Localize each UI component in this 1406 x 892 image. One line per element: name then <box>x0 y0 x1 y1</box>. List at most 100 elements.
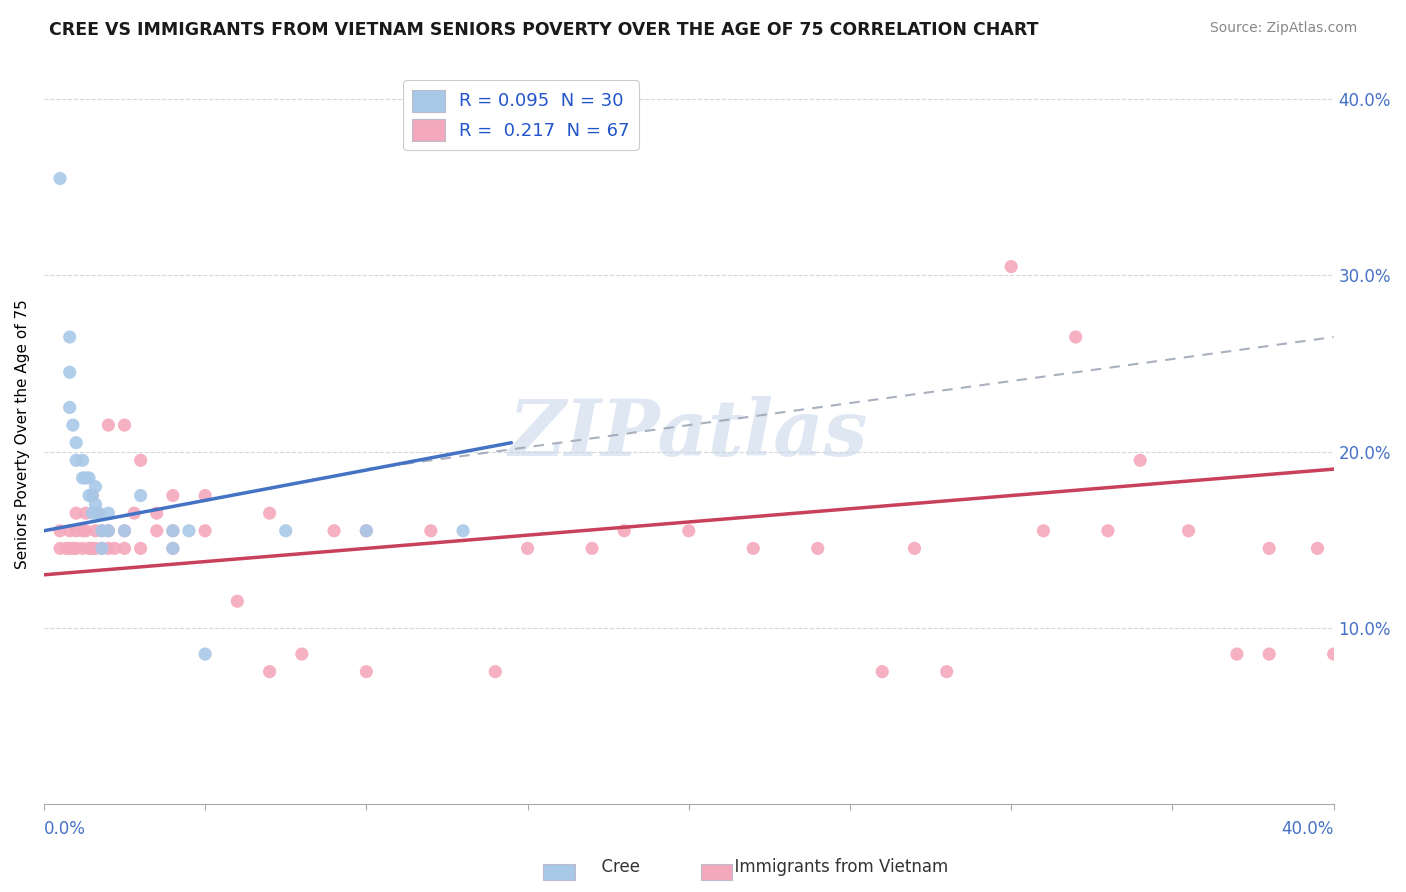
Point <box>1226 647 1249 661</box>
Point <box>129 489 152 503</box>
Point <box>484 665 506 679</box>
Point <box>90 524 112 538</box>
Point <box>77 489 100 503</box>
Point <box>162 524 184 538</box>
Text: Immigrants from Vietnam: Immigrants from Vietnam <box>724 858 948 876</box>
Point <box>62 418 84 433</box>
Point <box>49 541 72 556</box>
Point <box>259 665 281 679</box>
Point <box>65 506 87 520</box>
Point <box>65 541 87 556</box>
Point <box>1129 453 1152 467</box>
Point <box>114 524 136 538</box>
Point <box>162 524 184 538</box>
Point <box>77 541 100 556</box>
Point <box>84 480 107 494</box>
Y-axis label: Seniors Poverty Over the Age of 75: Seniors Poverty Over the Age of 75 <box>15 299 30 569</box>
Point <box>419 524 441 538</box>
Point <box>59 401 82 415</box>
Point <box>129 453 152 467</box>
Point <box>226 594 249 608</box>
Point <box>1000 260 1022 274</box>
Point <box>75 471 97 485</box>
Point <box>356 524 378 538</box>
Point <box>1258 541 1281 556</box>
Point <box>1306 541 1329 556</box>
Point <box>291 647 314 661</box>
Point <box>55 541 77 556</box>
Point <box>65 524 87 538</box>
Point <box>90 541 112 556</box>
Point <box>114 418 136 433</box>
Point <box>104 541 127 556</box>
Point <box>97 541 120 556</box>
Bar <box>700 864 733 880</box>
Point <box>59 541 82 556</box>
Point <box>1323 647 1346 661</box>
Point <box>194 489 217 503</box>
Point <box>72 471 94 485</box>
Point <box>581 541 603 556</box>
Legend: R = 0.095  N = 30, R =  0.217  N = 67: R = 0.095 N = 30, R = 0.217 N = 67 <box>404 80 638 150</box>
Point <box>59 365 82 379</box>
Point <box>807 541 830 556</box>
Point <box>97 524 120 538</box>
Point <box>84 541 107 556</box>
Point <box>75 506 97 520</box>
Point <box>1032 524 1054 538</box>
Text: 40.0%: 40.0% <box>1281 820 1334 838</box>
Point <box>162 489 184 503</box>
Point <box>935 665 957 679</box>
Point <box>75 524 97 538</box>
Bar <box>543 864 575 880</box>
Point <box>114 524 136 538</box>
Point <box>1258 647 1281 661</box>
Point <box>84 497 107 511</box>
Point <box>72 453 94 467</box>
Point <box>516 541 538 556</box>
Point <box>59 524 82 538</box>
Point <box>870 665 893 679</box>
Point <box>129 541 152 556</box>
Point <box>97 418 120 433</box>
Point <box>1064 330 1087 344</box>
Point <box>87 506 110 520</box>
Point <box>122 506 145 520</box>
Point <box>65 453 87 467</box>
Point <box>451 524 474 538</box>
Point <box>162 541 184 556</box>
Point <box>903 541 925 556</box>
Point <box>72 524 94 538</box>
Point <box>90 524 112 538</box>
Point <box>1097 524 1119 538</box>
Point <box>82 489 104 503</box>
Point <box>90 541 112 556</box>
Point <box>356 524 378 538</box>
Point <box>59 330 82 344</box>
Point <box>194 524 217 538</box>
Point <box>97 524 120 538</box>
Point <box>274 524 297 538</box>
Point <box>87 506 110 520</box>
Point <box>145 524 167 538</box>
Point <box>72 541 94 556</box>
Point <box>65 435 87 450</box>
Text: Source: ZipAtlas.com: Source: ZipAtlas.com <box>1209 21 1357 35</box>
Point <box>162 541 184 556</box>
Point <box>114 541 136 556</box>
Point <box>1177 524 1199 538</box>
Point <box>678 524 700 538</box>
Text: CREE VS IMMIGRANTS FROM VIETNAM SENIORS POVERTY OVER THE AGE OF 75 CORRELATION C: CREE VS IMMIGRANTS FROM VIETNAM SENIORS … <box>49 21 1039 38</box>
Point <box>613 524 636 538</box>
Point <box>84 524 107 538</box>
Point <box>82 506 104 520</box>
Text: 0.0%: 0.0% <box>44 820 86 838</box>
Point <box>82 489 104 503</box>
Point <box>194 647 217 661</box>
Point <box>259 506 281 520</box>
Text: Cree: Cree <box>591 858 640 876</box>
Point <box>742 541 765 556</box>
Text: ZIPatlas: ZIPatlas <box>509 396 869 472</box>
Point <box>97 506 120 520</box>
Point <box>356 665 378 679</box>
